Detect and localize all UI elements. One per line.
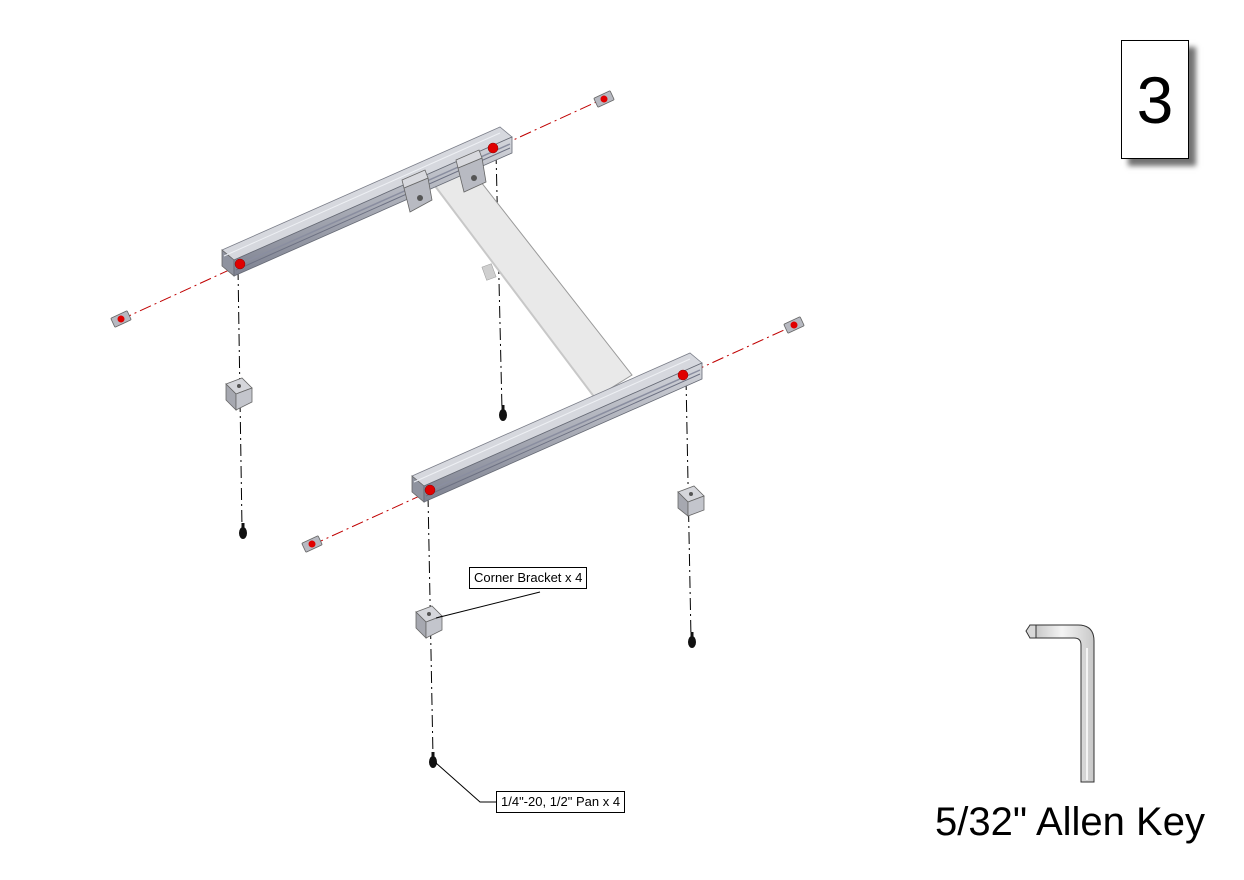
hole-marker [487,142,499,154]
screw-axis-lines [237,151,692,758]
pan-screw [499,405,507,421]
mount-block-right [455,149,487,193]
step-number-box: 3 [1121,40,1189,159]
corner-brackets [225,377,705,639]
step-number: 3 [1136,62,1174,137]
tnut [110,310,132,328]
extrusion-rail-bottom [411,352,703,503]
tnuts [110,90,805,553]
leader-screw [435,762,497,803]
tnut [301,535,323,553]
callout-screw: 1/4"-20, 1/2" Pan x 4 [496,791,626,813]
mount-block-left [401,169,433,213]
hole-marker [234,258,246,270]
allen-key-icon [1025,624,1095,783]
corner-bracket [415,605,443,639]
corner-bracket [677,485,705,517]
callout-screw-text: 1/4"-20, 1/2" Pan x 4 [501,794,621,809]
corner-bracket [225,377,253,411]
hole-marker [677,369,689,381]
callout-leaders [435,591,541,803]
axis-line-top-right [495,151,503,411]
crossbar [431,167,633,399]
tool-label: 5/32" Allen Key [935,800,1205,844]
pan-screw [239,523,247,539]
callout-corner-bracket: Corner Bracket x 4 [469,567,588,589]
tnut [783,316,805,334]
tnut [593,90,615,108]
callout-corner-bracket-text: Corner Bracket x 4 [474,570,583,585]
leader-corner-bracket [435,591,541,619]
pan-screw [688,632,696,648]
pan-screws [239,405,696,768]
hole-marker [424,484,436,496]
hole-markers [234,142,689,496]
pan-screw [429,752,437,768]
